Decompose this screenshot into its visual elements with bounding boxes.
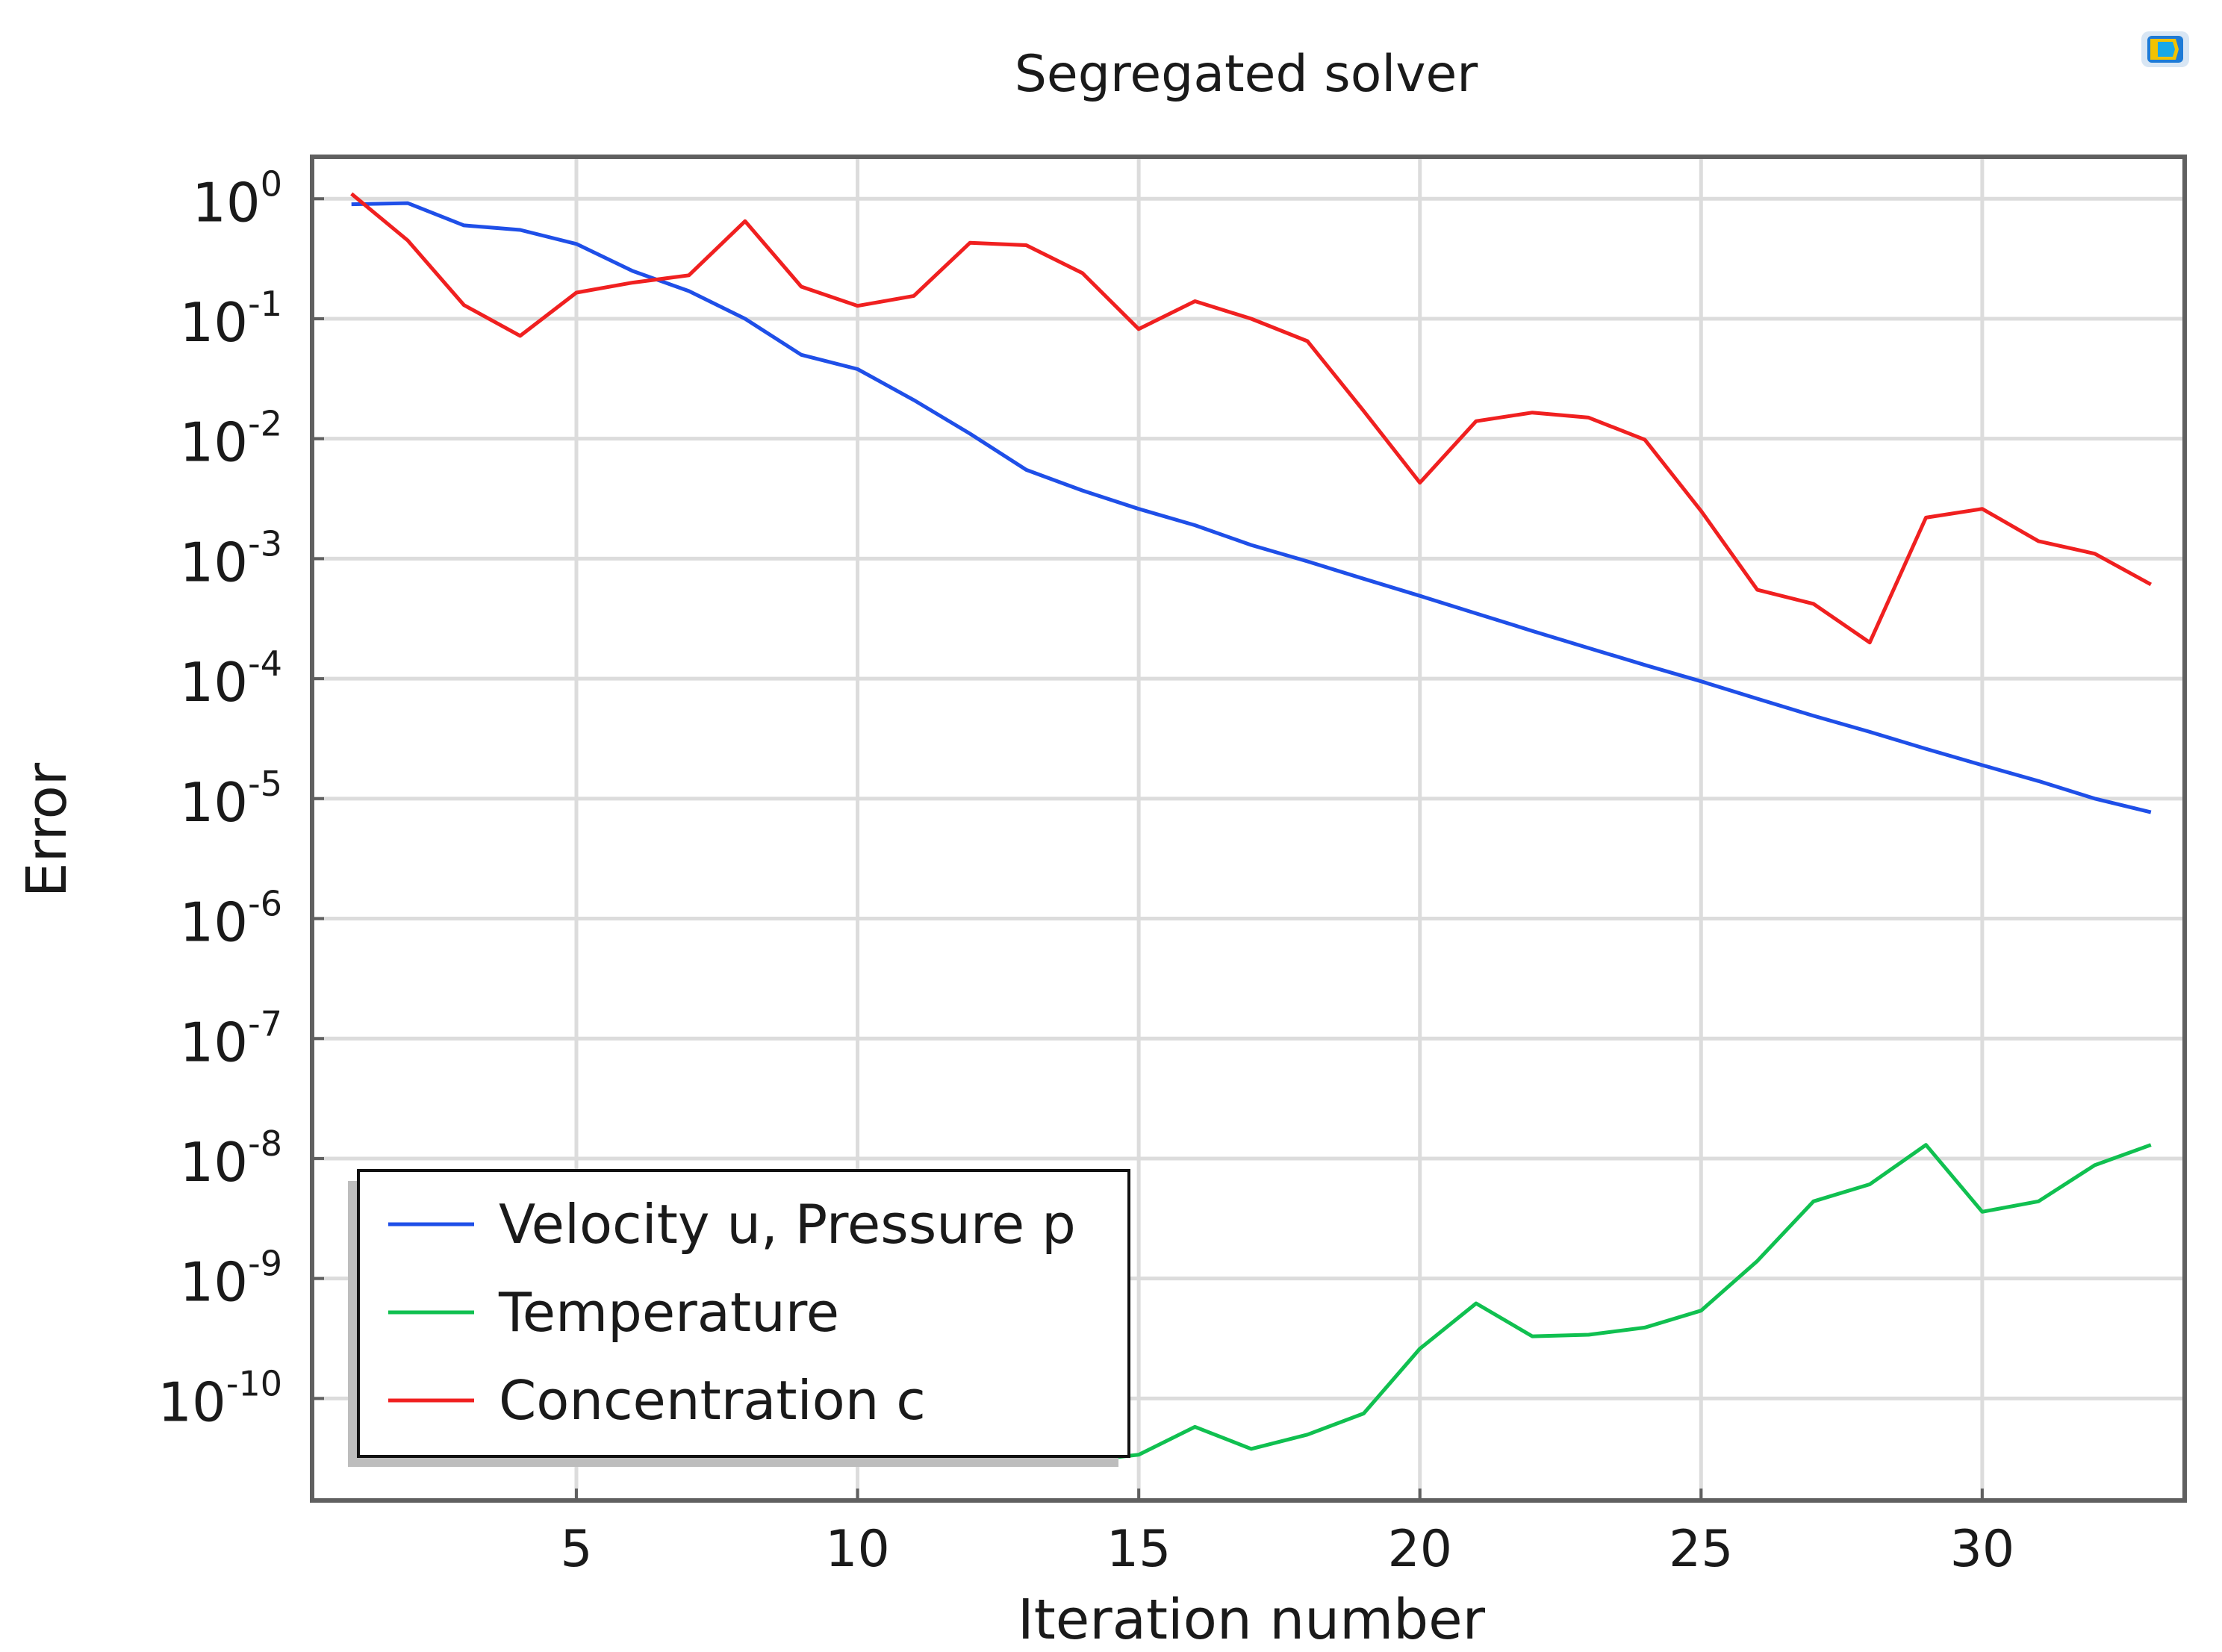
- series-layer: [350, 192, 2153, 1460]
- y-tick-label: 10-5: [180, 764, 283, 834]
- y-tick-label: 10-9: [180, 1244, 283, 1314]
- axis-labels: Iteration number Error: [15, 762, 1486, 1652]
- x-tick-label: 5: [560, 1520, 592, 1579]
- y-axis-label: Error: [15, 762, 79, 897]
- y-tick-label: 10-4: [180, 643, 283, 714]
- legend-label: Temperature: [498, 1281, 839, 1344]
- legend: Velocity u, Pressure p Temperature Concent…: [348, 1169, 1130, 1467]
- y-tick-label: 10-7: [180, 1003, 283, 1073]
- legend-label: Velocity u, Pressure p: [499, 1193, 1076, 1256]
- series-line-0: [351, 201, 2152, 814]
- comsol-plot-icon: [2141, 31, 2189, 67]
- plot-frame: [310, 155, 2187, 1503]
- y-tick-label: 10-1: [180, 284, 283, 354]
- y-tick-label: 10-2: [180, 404, 283, 474]
- x-tick-label: 10: [825, 1520, 890, 1579]
- y-tick-label: 10-10: [158, 1363, 282, 1433]
- y-tick-label: 100: [192, 163, 282, 234]
- y-tick-label: 10-6: [180, 884, 283, 954]
- y-tick-label: 10-8: [180, 1123, 283, 1194]
- chart-title: Segregated solver: [1014, 45, 1478, 104]
- tick-layer: 5 10 15 20 25 30 100 10-1 10-2 10-3 10-4 10-5 10-6 10…: [158, 163, 2014, 1579]
- x-axis-label: Iteration number: [1018, 1588, 1486, 1652]
- grid-layer: [312, 157, 2185, 1500]
- x-tick-label: 20: [1387, 1520, 1452, 1579]
- series-line-2: [350, 192, 2153, 645]
- series-line-1: [1110, 1143, 2152, 1460]
- x-tick-label: 15: [1107, 1520, 1171, 1579]
- legend-label: Concentration c: [499, 1369, 926, 1432]
- legend-box: [357, 1169, 1130, 1458]
- x-tick-label: 30: [1950, 1520, 2015, 1579]
- y-tick-label: 10-3: [180, 523, 283, 593]
- x-tick-label: 25: [1669, 1520, 1734, 1579]
